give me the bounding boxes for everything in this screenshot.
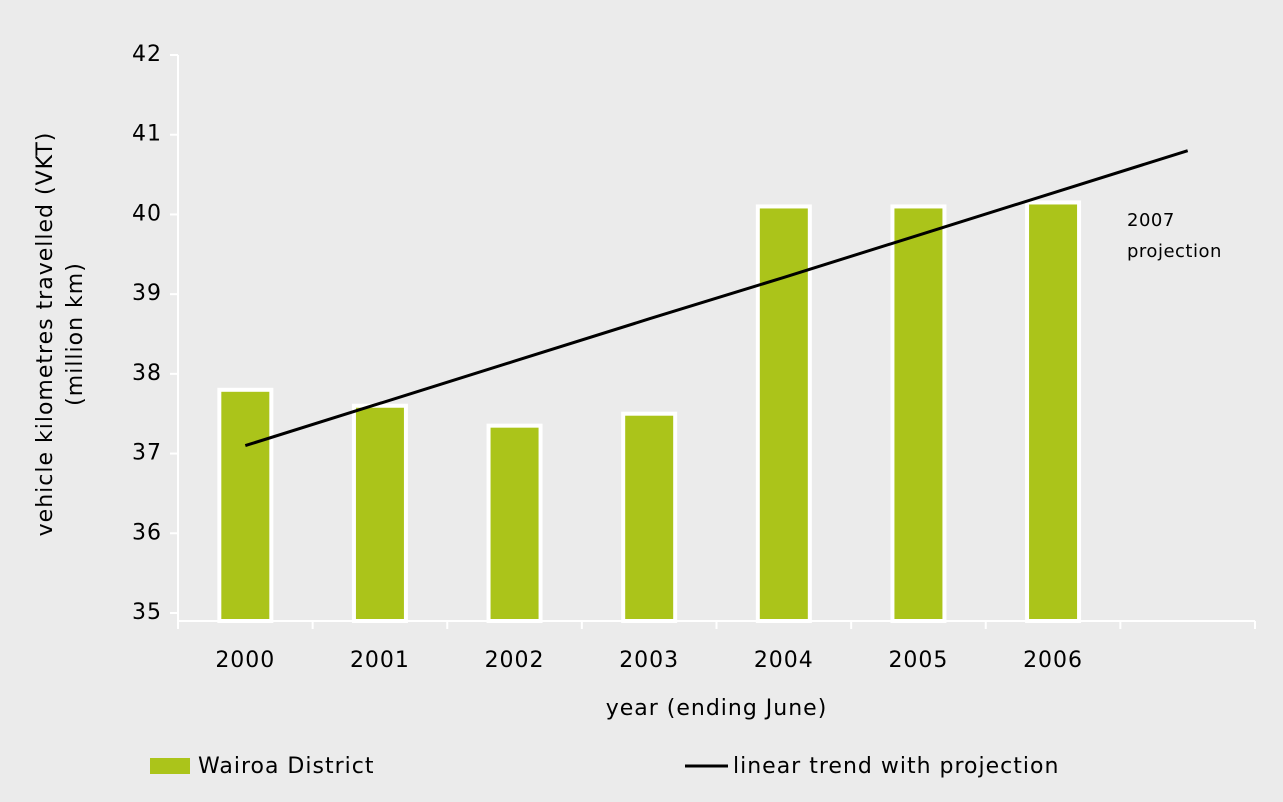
legend-label: Wairoa District	[198, 754, 374, 779]
bar	[1025, 200, 1082, 623]
y-tick-label: 36	[132, 520, 162, 545]
x-axis-label: year (ending June)	[606, 696, 828, 721]
y-tick-label: 42	[132, 42, 162, 67]
legend-label: linear trend with projection	[733, 754, 1059, 779]
y-tick-label: 35	[132, 600, 162, 625]
annotation: 2007 projection	[1127, 210, 1222, 262]
y-tick-label: 37	[132, 441, 162, 466]
x-tick-label: 2003	[619, 648, 679, 673]
y-axis-label: (million km)	[63, 262, 88, 406]
bar	[217, 387, 274, 623]
x-tick-label: 2006	[1023, 648, 1083, 673]
trend-line	[244, 149, 1189, 448]
y-tick-label: 41	[132, 122, 162, 147]
bar	[890, 204, 947, 623]
bar	[351, 403, 408, 623]
bar	[621, 411, 678, 624]
x-tick-label: 2004	[754, 648, 814, 673]
x-tick-label: 2002	[485, 648, 545, 673]
y-tick-label: 38	[132, 361, 162, 386]
y-tick-label: 40	[132, 201, 162, 226]
x-tick-label: 2000	[215, 648, 275, 673]
bar	[755, 204, 812, 623]
x-tick-label: 2001	[350, 648, 410, 673]
x-tick-label: 2005	[888, 648, 948, 673]
bar	[486, 423, 543, 623]
y-axis-label: vehicle kilometres travelled (VKT)	[33, 132, 58, 537]
legend-swatch	[150, 758, 190, 774]
y-tick-label: 39	[132, 281, 162, 306]
